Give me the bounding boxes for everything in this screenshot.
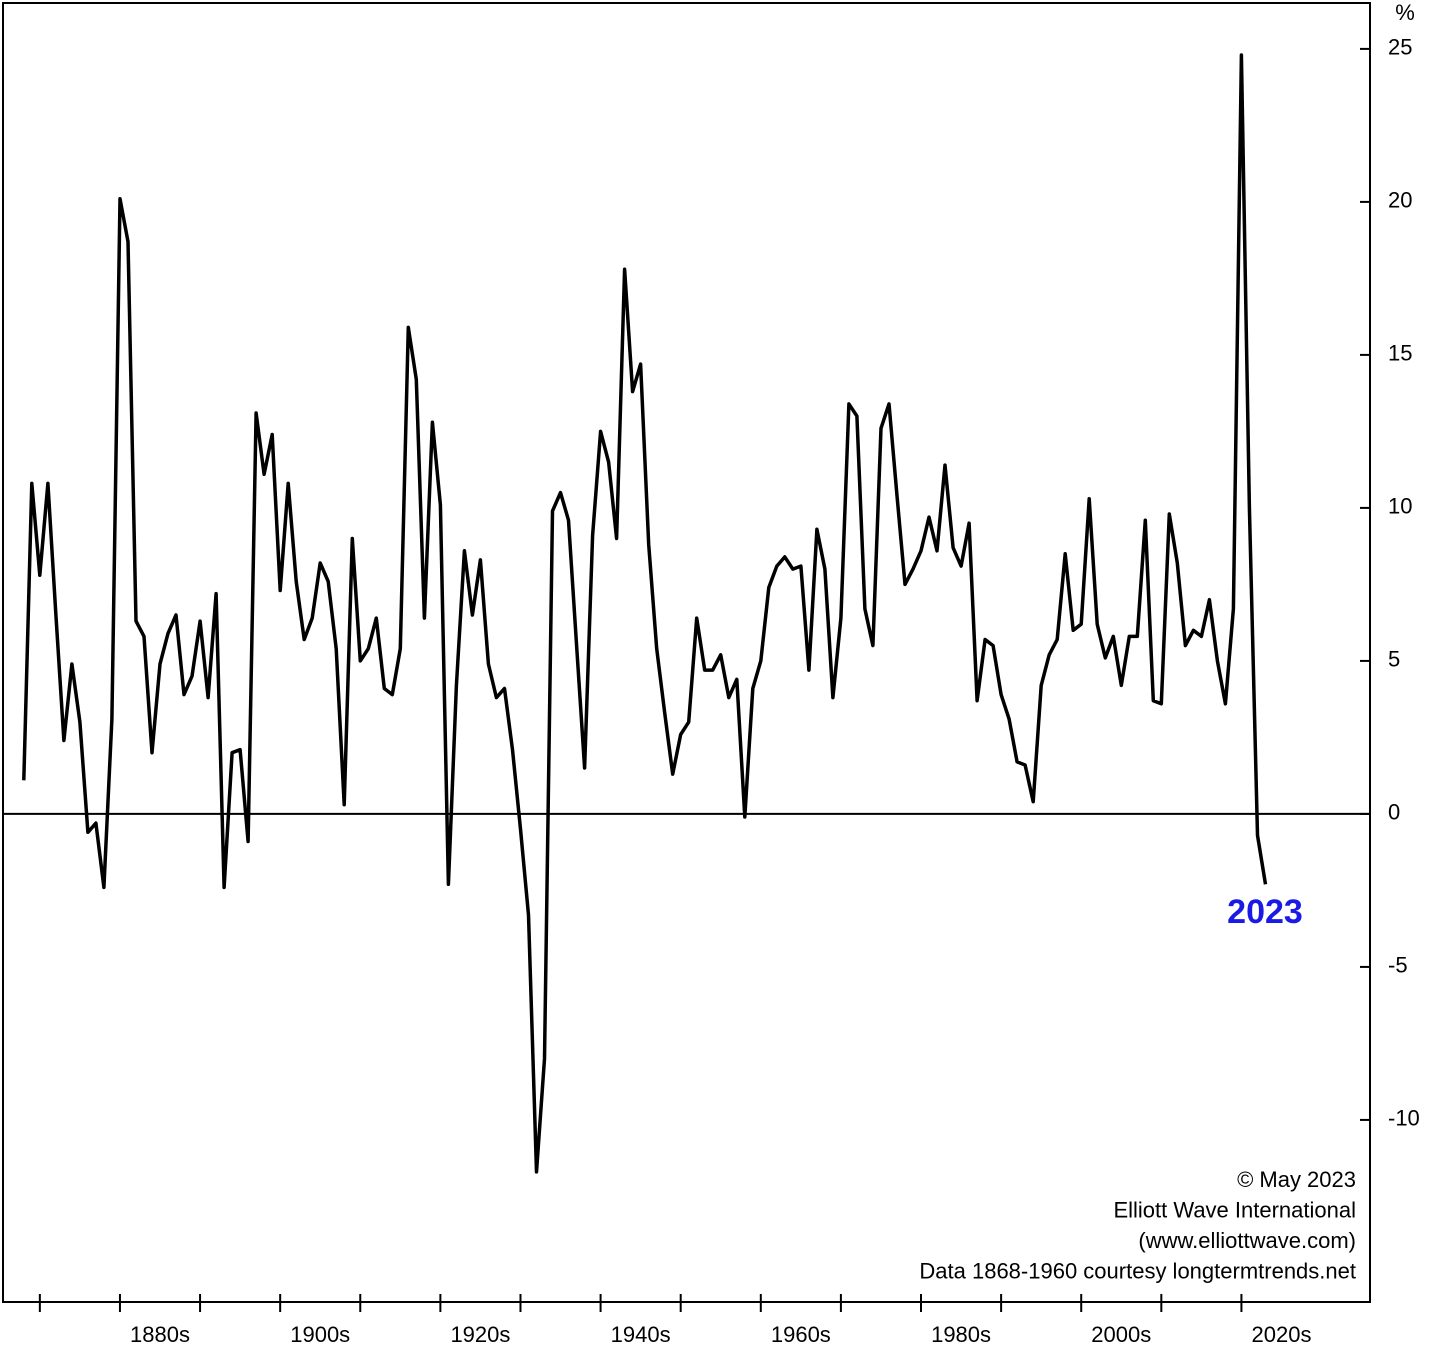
- source-note: (www.elliottwave.com): [1138, 1228, 1356, 1253]
- source-note: Data 1868-1960 courtesy longtermtrends.n…: [919, 1258, 1356, 1283]
- source-note: © May 2023: [1237, 1167, 1356, 1192]
- data-line: [22, 53, 1268, 1174]
- y-unit: %: [1395, 0, 1415, 25]
- y-tick-label: 25: [1388, 35, 1412, 60]
- y-tick-label: 20: [1388, 188, 1412, 213]
- x-tick-label: 2000s: [1091, 1322, 1151, 1347]
- year-label: 2023: [1227, 893, 1303, 931]
- y-tick-label: 0: [1388, 800, 1400, 825]
- x-tick-label: 1920s: [450, 1322, 510, 1347]
- x-tick-label: 2020s: [1252, 1322, 1312, 1347]
- y-tick-label: 5: [1388, 647, 1400, 672]
- x-tick-label: 1880s: [130, 1322, 190, 1347]
- x-tick-label: 1900s: [290, 1322, 350, 1347]
- x-tick-label: 1980s: [931, 1322, 991, 1347]
- y-tick-label: -10: [1388, 1106, 1420, 1131]
- plot-frame: [2, 2, 1371, 1303]
- x-tick-label: 1940s: [611, 1322, 671, 1347]
- source-note: Elliott Wave International: [1113, 1197, 1356, 1222]
- y-tick-label: 10: [1388, 494, 1412, 519]
- y-tick-label: -5: [1388, 953, 1408, 978]
- x-tick-label: 1960s: [771, 1322, 831, 1347]
- y-tick-label: 15: [1388, 341, 1412, 366]
